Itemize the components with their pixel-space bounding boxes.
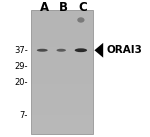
Bar — [31, 28, 93, 35]
Ellipse shape — [77, 17, 85, 23]
Bar — [31, 115, 93, 121]
Bar — [31, 72, 93, 78]
Bar — [31, 103, 93, 109]
Text: B: B — [59, 1, 68, 14]
Bar — [31, 127, 93, 134]
Bar — [31, 78, 93, 84]
Bar — [31, 22, 93, 28]
Ellipse shape — [57, 49, 66, 52]
Polygon shape — [94, 43, 103, 58]
Bar — [31, 10, 93, 134]
Bar — [31, 84, 93, 90]
Ellipse shape — [37, 49, 48, 52]
Text: 7-: 7- — [19, 111, 28, 120]
Bar — [31, 41, 93, 47]
Bar — [31, 16, 93, 22]
Bar — [31, 53, 93, 59]
Bar — [31, 109, 93, 115]
Bar — [31, 47, 93, 53]
Bar — [31, 66, 93, 72]
Bar — [31, 35, 93, 41]
Text: 20-: 20- — [14, 78, 28, 87]
Text: C: C — [78, 1, 87, 14]
Text: 37-: 37- — [14, 46, 28, 55]
Bar — [31, 10, 93, 16]
Text: ORAI3: ORAI3 — [106, 45, 142, 55]
Text: A: A — [40, 1, 49, 14]
Bar — [31, 121, 93, 127]
Ellipse shape — [75, 48, 87, 52]
Bar — [31, 96, 93, 103]
Bar — [31, 59, 93, 66]
Bar — [31, 90, 93, 96]
Text: 29-: 29- — [14, 62, 28, 71]
